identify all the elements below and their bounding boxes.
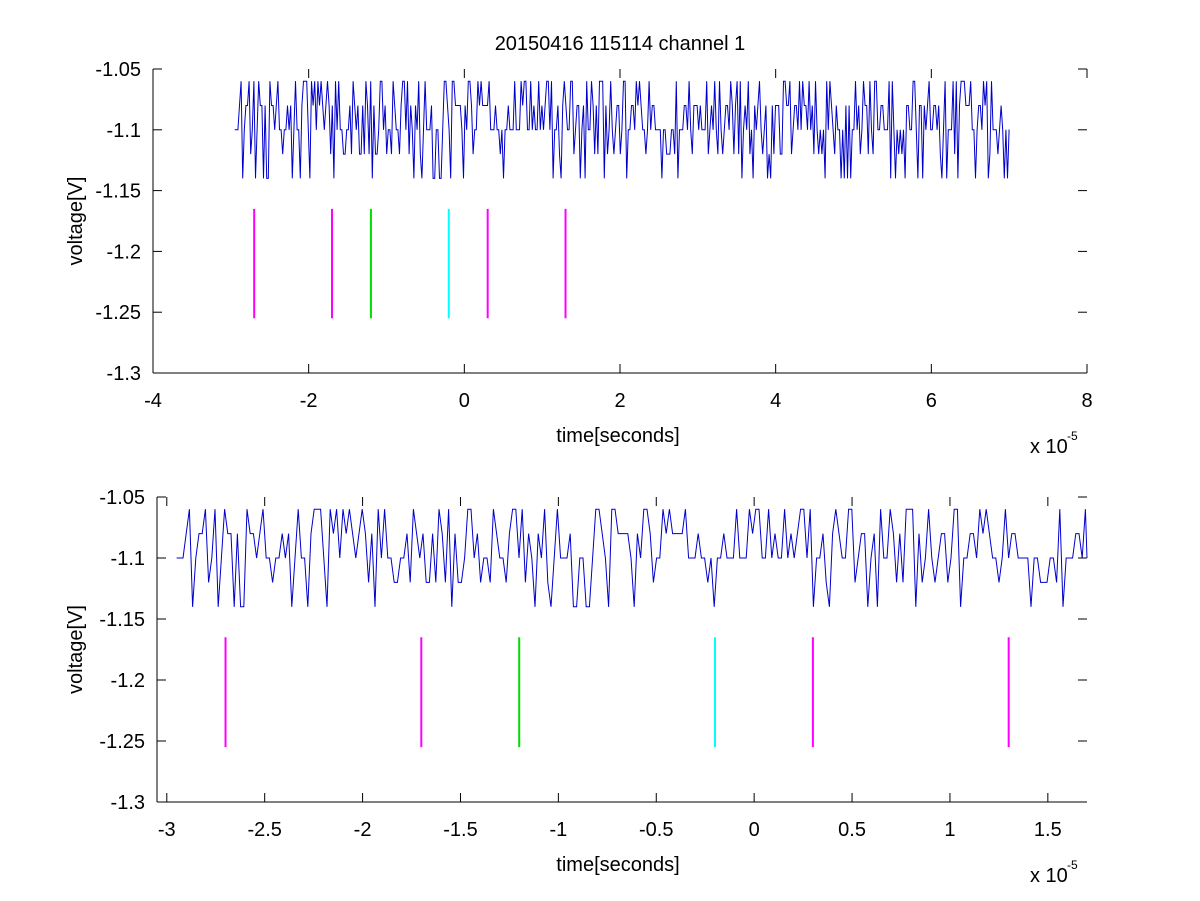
bottom-subplot: -3 -2.5 -2 -1.5 -1 -0.5 0 0.5 1 1.5 -1.3 -1.25 -1.2 -…	[65, 487, 1088, 887]
x-tick-label: 1.5	[1034, 819, 1062, 841]
x-tick-label: -4	[144, 390, 162, 412]
x-tick-label: -2.5	[247, 819, 281, 841]
signal-series-line	[176, 508, 1088, 608]
x-axis-label: time[seconds]	[556, 425, 679, 447]
y-tick-label: -1.2	[107, 241, 141, 263]
x-tick-label: -2	[300, 390, 318, 412]
y-tick-label: -1.2	[111, 670, 145, 692]
y-tick-label: -1.3	[107, 363, 141, 385]
x-tick-label: -1.5	[443, 819, 477, 841]
y-tick-label: -1.3	[111, 792, 145, 814]
x-axis-multiplier: x 10	[1030, 865, 1068, 887]
figure-title: 20150416 115114 channel 1	[495, 33, 746, 55]
y-axis-label: voltage[V]	[65, 605, 87, 694]
x-axis-multiplier-exponent: -5	[1067, 429, 1078, 443]
y-tick-label: -1.1	[111, 548, 145, 570]
top-subplot: -4 -2 0 2 4 6 8 -1.3 -1.25 -1.2 -1.15 -1.1 -1.05 time…	[65, 59, 1093, 458]
x-tick-label: -3	[158, 819, 176, 841]
x-axis-multiplier-exponent: -5	[1067, 858, 1078, 872]
signal-series-line	[234, 80, 1010, 179]
x-tick-label: -0.5	[639, 819, 673, 841]
x-tick-label: 2	[614, 390, 625, 412]
y-tick-label: -1.15	[95, 181, 141, 203]
y-tick-label: -1.15	[99, 609, 145, 631]
x-tick-label: -1	[549, 819, 567, 841]
x-tick-label: 0	[459, 390, 470, 412]
x-axis-multiplier: x 10	[1030, 436, 1068, 458]
x-tick-label: 0.5	[838, 819, 866, 841]
y-axis-label: voltage[V]	[65, 177, 87, 266]
x-tick-label: 8	[1081, 390, 1092, 412]
y-tick-label: -1.1	[107, 120, 141, 142]
x-tick-label: 1	[944, 819, 955, 841]
y-tick-label: -1.05	[95, 59, 141, 81]
y-tick-label: -1.05	[99, 487, 145, 509]
y-tick-label: -1.25	[95, 302, 141, 324]
x-axis-label: time[seconds]	[556, 854, 679, 876]
y-tick-label: -1.25	[99, 731, 145, 753]
x-tick-label: 4	[770, 390, 781, 412]
x-tick-label: 0	[749, 819, 760, 841]
x-tick-label: 6	[926, 390, 937, 412]
x-tick-label: -2	[354, 819, 372, 841]
